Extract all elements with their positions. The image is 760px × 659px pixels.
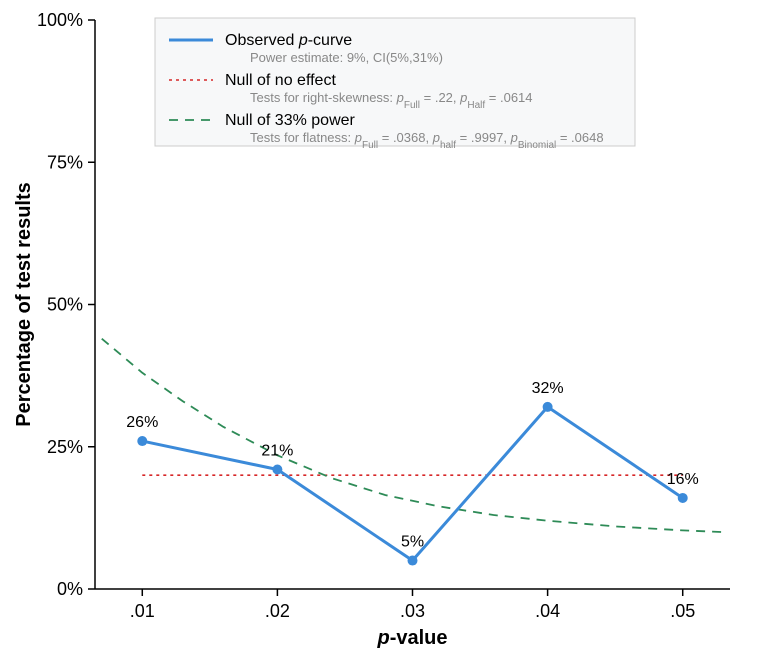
observed-marker [678,493,688,503]
x-axis-label: p-value [376,627,447,649]
x-tick-label: .02 [265,601,290,621]
observed-data-label: 26% [126,414,158,431]
y-tick-label: 100% [37,10,83,30]
y-tick-label: 50% [47,295,83,315]
chart-svg: 0% 25% 50% 75% 100% .01 .02 .03 .04 .05 Percentage… [0,0,760,659]
observed-marker [272,465,282,475]
legend: Observed p-curvePower estimate: 9%, CI(5… [155,18,635,151]
observed-data-label: 16% [667,471,699,488]
x-tick-label: .03 [400,601,425,621]
observed-marker [137,436,147,446]
legend-entry-title: Null of no effect [225,72,336,89]
observed-data-label: 21% [261,443,293,460]
x-tick-label: .01 [130,601,155,621]
observed-marker [408,556,418,566]
observed-data-label: 5% [401,534,424,551]
x-tick-label: .04 [535,601,560,621]
observed-data-label: 32% [532,380,564,397]
observed-marker [543,402,553,412]
p-curve-chart: 0% 25% 50% 75% 100% .01 .02 .03 .04 .05 Percentage… [0,0,760,659]
y-axis-label: Percentage of test results [13,182,35,427]
y-tick-label: 0% [57,579,83,599]
y-tick-label: 75% [47,152,83,172]
legend-entry-title: Null of 33% power [225,112,356,129]
legend-entry-sub: Power estimate: 9%, CI(5%,31%) [250,50,443,65]
y-tick-label: 25% [47,437,83,457]
legend-entry-title: Observed p-curve [225,32,352,49]
x-tick-label: .05 [670,601,695,621]
